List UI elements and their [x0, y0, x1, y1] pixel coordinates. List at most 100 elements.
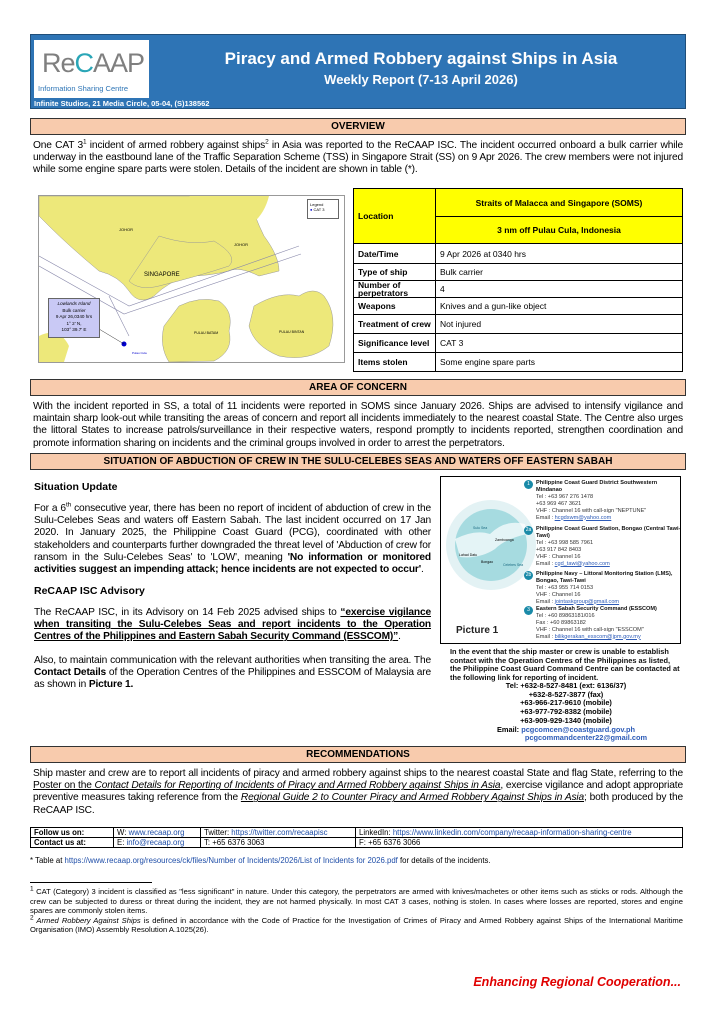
row-label: Weapons	[353, 297, 436, 315]
twitter-label: Twitter:	[204, 828, 232, 837]
contact-line: VHF : Channel 16	[536, 591, 581, 598]
also-c: of the Operation Centres of the Philippi…	[34, 667, 431, 691]
website-link[interactable]: www.recaap.org	[128, 828, 185, 837]
fn2-text: is defined in accordance with the Code o…	[30, 915, 683, 935]
map-label: JOHOR	[234, 242, 248, 247]
update-text-b: consecutive year, there has been no repo…	[34, 503, 431, 563]
overview-heading: OVERVIEW	[30, 118, 686, 135]
recaap-logo: ReCAAP Information Sharing Centre	[34, 40, 149, 98]
footnote-divider	[30, 882, 152, 883]
also-d: Picture 1.	[88, 679, 134, 691]
map-label: Celebes Sea	[503, 563, 523, 567]
contact-line: VHF : Channel 16	[536, 553, 581, 560]
incident-list-link[interactable]: https://www.recaap.org/resources/ck/file…	[64, 856, 398, 865]
contact-email-link[interactable]: hcgdswm@yahoo.com	[554, 514, 612, 521]
email-label: Email :	[536, 514, 555, 521]
pcg-email-link[interactable]: pcgcommandcenter22@gmail.com	[524, 733, 648, 743]
poster-link-a[interactable]: Poster on the	[33, 780, 95, 792]
logo-text: ReCAAP	[42, 48, 145, 78]
footnote-1: 1 CAT (Category) 3 incident is classifie…	[30, 885, 683, 935]
linkedin-link[interactable]: https://www.linkedin.com/company/recaap-…	[392, 828, 632, 837]
fn2-italic: Armed Robbery Against Ships	[33, 915, 141, 925]
contact-email-link[interactable]: jointaskgroup@gmail.com	[554, 598, 620, 605]
row-value: Bulk carrier	[435, 263, 683, 281]
legend-item: CAT 3	[313, 207, 325, 212]
table-row: Treatment of crew Not injured	[353, 314, 683, 334]
rec-a: Ship master and crew are to report all i…	[33, 768, 683, 779]
regional-guide-link[interactable]: Regional Guide 2 to Counter Piracy and A…	[240, 792, 585, 804]
contact-entry: 3 Eastern Sabah Security Command (ESSCOM)…	[524, 606, 681, 641]
row-value: CAT 3	[435, 333, 683, 353]
overview-text-b: incident of armed robbery against ships	[86, 140, 266, 151]
table-row: Items stolen Some engine spare parts	[353, 352, 683, 372]
callout-datetime: 9 Apr 26,0340 hrs	[55, 314, 93, 319]
contact-line: VHF : Channel 16 with call-sign "NEPTUNE…	[536, 507, 647, 514]
update-end: .	[420, 564, 424, 576]
email-label: Email :	[536, 560, 555, 567]
number-badge-icon: 2b	[524, 571, 533, 580]
map-label: Zamboanga	[495, 538, 514, 542]
footer-tagline: Enhancing Regional Cooperation...	[473, 975, 681, 989]
pcg-phone-list: Tel: +632-8-527-8481 (ext: 6136/37) +632…	[450, 681, 682, 743]
recommendations-text: Ship master and crew are to report all i…	[33, 768, 683, 817]
row-value: Knives and a gun-like object	[435, 297, 683, 315]
contact-line: Tel : +60 89863181/016	[536, 612, 595, 619]
rec-c: ; both produced by the ReCAAP ISC.	[33, 792, 683, 816]
email-label: E:	[117, 838, 127, 847]
location-detail: 3 nm off Pulau Cula, Indonesia	[435, 216, 683, 244]
rec-b: , exercise vigilance and adopt appropria…	[33, 780, 683, 804]
map-graphic: JOHOR JOHOR SINGAPORE PULAU BATAM PULAU …	[38, 195, 334, 363]
row-label: Items stolen	[353, 352, 436, 372]
fn1-text: CAT (Category) 3 incident is classified …	[30, 887, 683, 916]
contact-entry: 2b Philippine Navy – Littoral Monitoring …	[524, 571, 681, 606]
update-text-a: For a 6	[34, 503, 66, 514]
row-value: 4	[435, 280, 683, 298]
table-row: Date/Time 9 Apr 2026 at 0340 hrs	[353, 243, 683, 264]
map-label: JOHOR	[119, 227, 133, 232]
abduction-heading: SITUATION OF ABDUCTION OF CREW IN THE SU…	[30, 453, 686, 470]
fn2-num: 2	[30, 914, 34, 922]
contact-line: Tel : +63 998 585 7961	[536, 539, 594, 546]
fn1-num: 1	[30, 885, 34, 893]
map-label: PULAU BINTAN	[279, 330, 305, 334]
fallback-c: can be contacted at the following link f…	[450, 664, 680, 683]
sulu-sea-map: Sulu Sea Zamboanga Lahad Datu Bongao Cel…	[446, 500, 536, 590]
web-label: W:	[117, 828, 129, 837]
area-of-concern-heading: AREA OF CONCERN	[30, 379, 686, 396]
location-label: Location	[353, 188, 436, 244]
number-badge-icon: 1	[524, 480, 533, 489]
incident-details-table: Location Straits of Malacca and Singapore…	[353, 188, 683, 372]
advisory-end: .	[398, 631, 401, 643]
poster-link-b[interactable]: Contact Details for Reporting of Inciden…	[94, 780, 501, 792]
phone-number: +63-966-217-9610 (mobile)	[520, 698, 612, 708]
contact-line: +63 917 842 8403	[536, 546, 582, 553]
contact-line: Tel : +63 967 276 1478	[536, 493, 594, 500]
contact-line: VHF : Channel 16 with call-sign "ESSCOM"	[536, 626, 644, 633]
contact-title: Eastern Sabah Security Command (ESSCOM)	[536, 606, 657, 612]
contact-entry: 2a Philippine Coast Guard Station, Bongao…	[524, 526, 681, 567]
map-label: Bongao	[481, 560, 493, 564]
contact-email-link[interactable]: bilikgerakan_esscom@jpm.gov.my	[554, 633, 641, 640]
footnote-ref-2: 2	[265, 138, 269, 146]
update-sup: th	[65, 501, 72, 509]
advisory-heading: ReCAAP ISC Advisory	[34, 585, 145, 597]
contact-line: +63 969 467 3621	[536, 500, 582, 507]
contact-line: Fax : +60 89863182	[536, 619, 586, 626]
twitter-link[interactable]: https://twitter.com/recaapisc	[231, 828, 328, 837]
situation-update-text: For a 6th consecutive year, there has be…	[34, 501, 432, 576]
callout-lon: 103° 39.7' E	[61, 327, 87, 332]
location-region: Straits of Malacca and Singapore (SOMS)	[435, 188, 683, 217]
contact-email-link[interactable]: cgd_tawi@yahoo.com	[554, 560, 610, 567]
report-header: ReCAAP Information Sharing Centre Piracy…	[30, 34, 686, 109]
email-link[interactable]: info@recaap.org	[126, 838, 185, 847]
picture-1-contacts: Sulu Sea Zamboanga Lahad Datu Bongao Cel…	[440, 476, 681, 644]
row-label: Significance level	[353, 333, 436, 353]
threat-meaning: 'No information or monitored activities …	[34, 551, 432, 576]
footnote-ref-1: 1	[83, 138, 87, 146]
poster-link[interactable]: Poster on the Contact Details for Report…	[33, 780, 501, 792]
contact-title: Philippine Coast Guard Station, Bongao (…	[536, 526, 681, 539]
map-legend: Legend ● CAT 3	[307, 199, 339, 219]
table-row: Number of perpetrators 4	[353, 280, 683, 298]
fallback-a: In the event that the ship master or cre…	[450, 647, 671, 674]
pcg-email-link[interactable]: pcgcomcen@coastguard.gov.ph	[521, 724, 636, 734]
